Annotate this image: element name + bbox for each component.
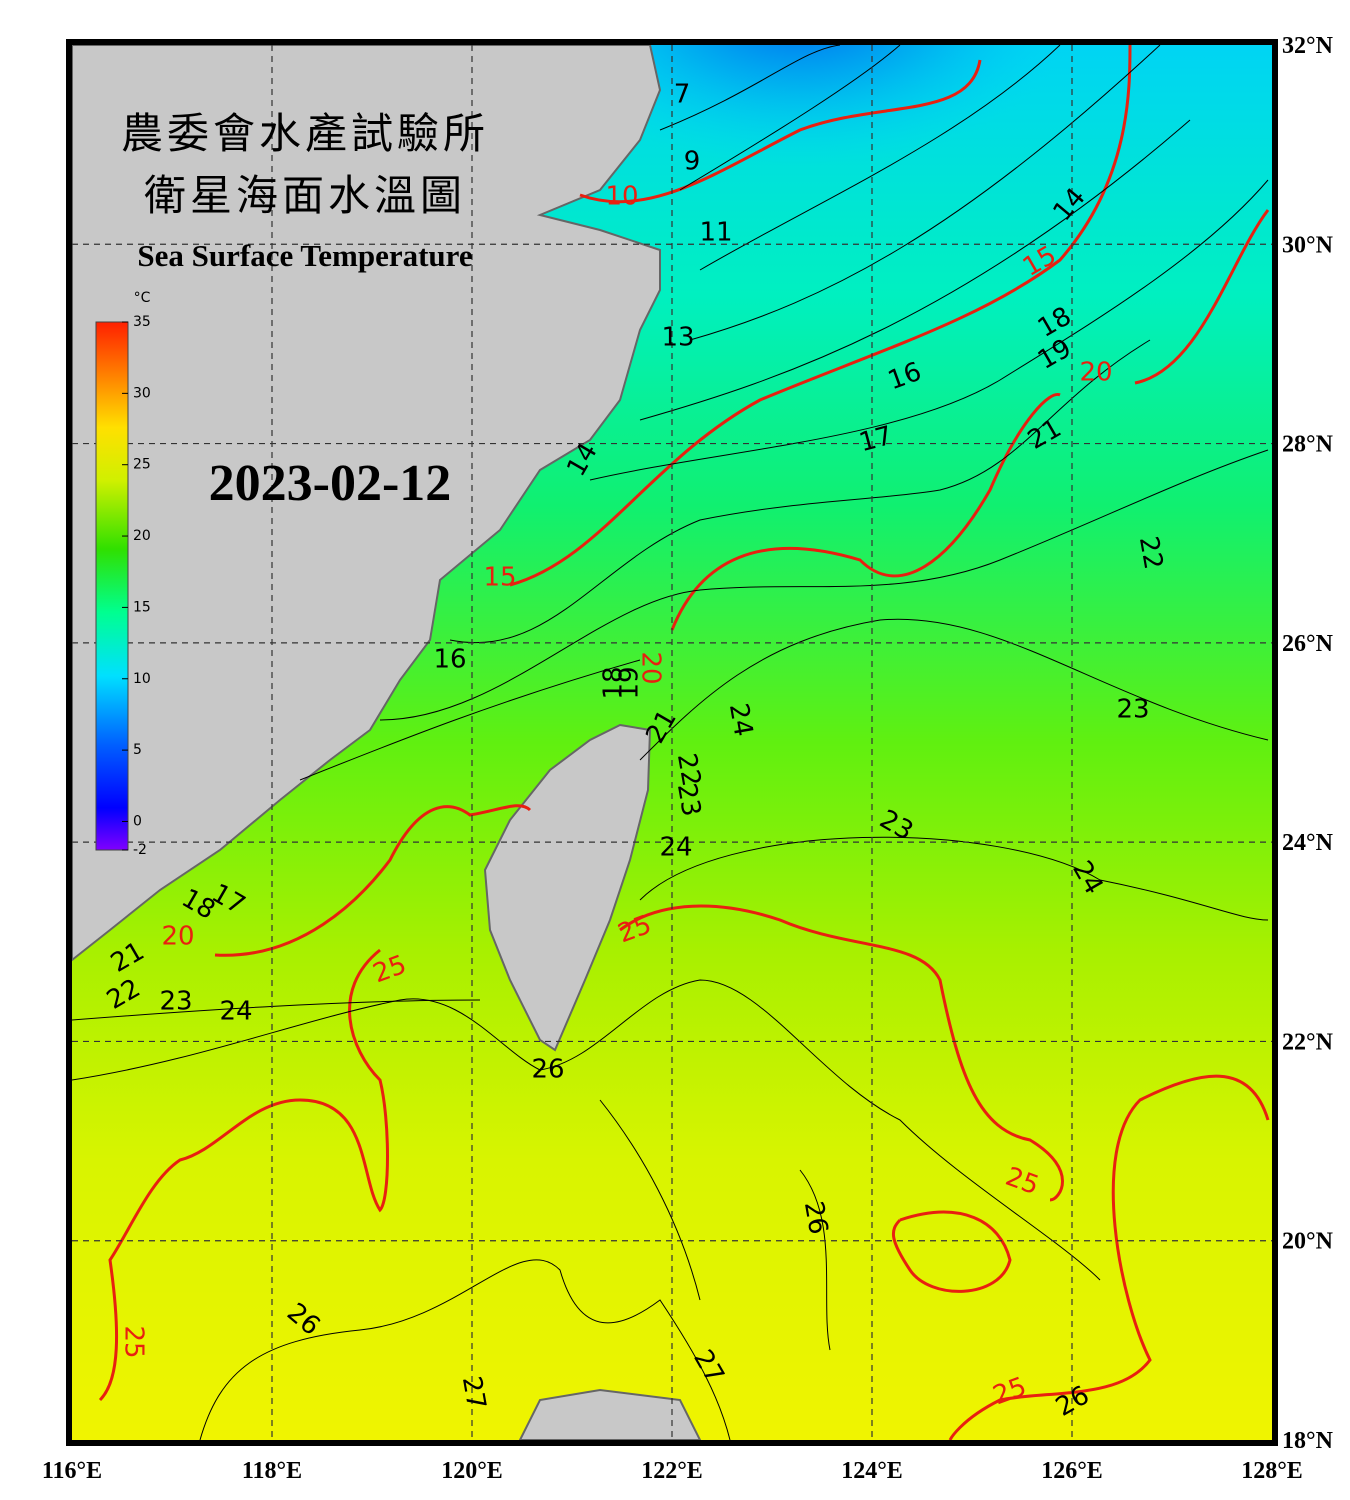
contour-label: 9 [684, 147, 701, 177]
lon-label: 120°E [441, 1458, 503, 1484]
contour-label: 16 [433, 645, 466, 675]
map-frame [66, 39, 1278, 1446]
contour-label: 26 [798, 1199, 833, 1237]
colorbar-ticks: 35 30 25 20 15 10 5 0 -2 [122, 314, 151, 858]
contour-label: 23 [1116, 695, 1149, 725]
contour-label: 24 [659, 833, 692, 863]
contour-label: 10 [605, 182, 638, 212]
colorbar-tick-label: 20 [133, 528, 151, 544]
colorbar-tick-label: 30 [133, 385, 151, 401]
contour-label: 18 [599, 666, 629, 699]
title-zh: 衛星海面水溫圖 [144, 174, 466, 220]
lat-label: 22°N [1282, 1029, 1334, 1055]
colorbar-tick-label: 0 [133, 813, 142, 829]
lat-label: 32°N [1282, 33, 1334, 59]
colorbar [95, 321, 129, 851]
lon-label: 126°E [1041, 1458, 1103, 1484]
lat-label: 30°N [1282, 232, 1334, 258]
lat-label: 18°N [1282, 1428, 1334, 1454]
lat-label: 24°N [1282, 830, 1334, 856]
contour-label: 24 [723, 701, 758, 739]
lon-label: 124°E [841, 1458, 903, 1484]
mainland [72, 45, 662, 962]
lon-label: 128°E [1241, 1458, 1303, 1484]
contour-label: 13 [661, 323, 694, 353]
contour-label: 15 [483, 563, 516, 593]
graticule [72, 45, 1272, 1440]
contour-label: 27 [456, 1374, 491, 1412]
contour-label: 20 [1079, 358, 1112, 388]
colorbar-tick-label: 5 [133, 742, 142, 758]
colorbar-unit: °C [134, 290, 151, 306]
colorbar-tick-label: 25 [133, 457, 151, 473]
date: 2023-02-12 [209, 455, 452, 512]
title-zh: 農委會水產試驗所 [121, 111, 489, 158]
lon-label: 122°E [641, 1458, 703, 1484]
lat-label: 20°N [1282, 1229, 1334, 1255]
colorbar-tick-label: 10 [133, 671, 151, 687]
lon-label: 116°E [42, 1458, 102, 1484]
luzon [518, 1388, 702, 1440]
colorbar-tick-label: -2 [133, 842, 147, 858]
contour-label: 26 [531, 1055, 564, 1085]
contour-label: 22 [1133, 534, 1168, 572]
lat-label: 26°N [1282, 631, 1334, 657]
contour-label: 25 [119, 1325, 149, 1358]
lon-label: 118°E [242, 1458, 302, 1484]
contour-label: 20 [161, 922, 194, 952]
colorbar-tick-label: 15 [133, 599, 151, 615]
colorbar-tick-label: 35 [133, 314, 151, 330]
contour-label: 22 [671, 751, 706, 789]
lat-label: 28°N [1282, 432, 1334, 458]
contour-label: 23 [671, 781, 706, 819]
title-en: Sea Surface Temperature [137, 238, 472, 273]
isotherms-1 [72, 45, 1269, 1440]
axis-labels: 116°E 118°E 120°E 122°E 124°E 126°E 128°E 32°N 3… [42, 33, 1334, 1484]
contour-label: 20 [636, 651, 666, 684]
contour-label: 19 [615, 666, 645, 699]
contour-label: 11 [699, 218, 732, 248]
contour-label: 7 [674, 80, 691, 110]
isotherms-5 [98, 45, 1270, 1440]
contour-label: 24 [219, 997, 252, 1027]
contour-label: 23 [159, 987, 192, 1017]
